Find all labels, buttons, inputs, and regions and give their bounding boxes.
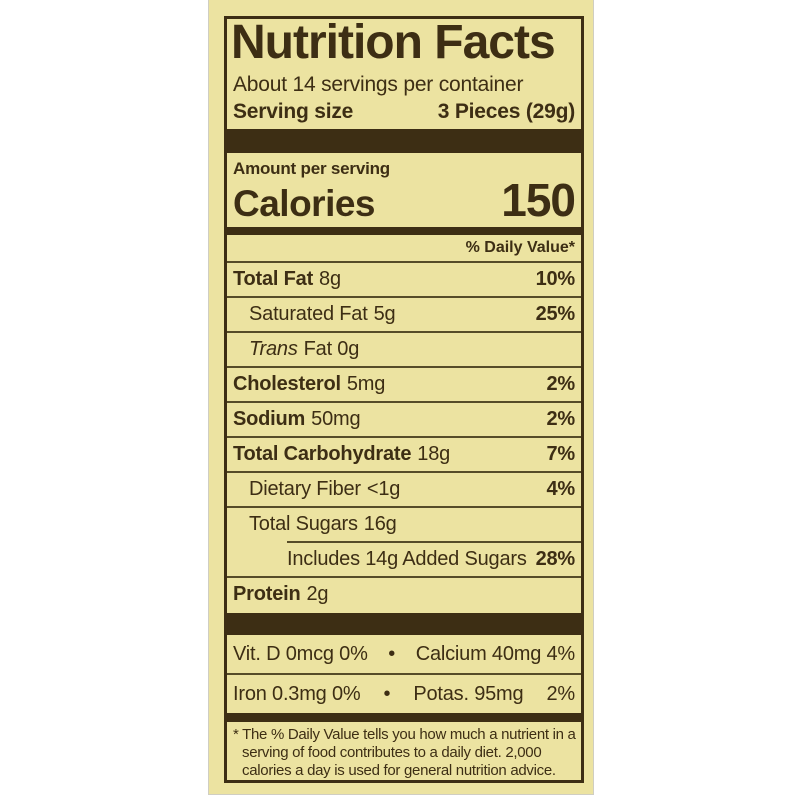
row-divider xyxy=(227,471,581,473)
nutrient-row: Includes 14g Added Sugars 28% xyxy=(227,543,581,576)
nutrient-row: Total Carbohydrate 18g 7% xyxy=(227,438,581,471)
nutrient-name: Total Sugars xyxy=(249,513,358,535)
nutrient-amount: 2g xyxy=(306,583,329,605)
nutrient-row: Dietary Fiber <1g 4% xyxy=(227,473,581,506)
nutrient-name: Trans xyxy=(249,338,298,360)
daily-value-footnote: * The % Daily Value tells you how much a… xyxy=(233,726,576,779)
row-divider xyxy=(227,576,581,578)
nutrient-name-group: Includes 14g Added Sugars xyxy=(287,548,527,571)
micronutrient-row: Vit. D 0mcg 0% • Calcium 40mg 4% xyxy=(227,635,581,673)
nutrient-name-group: Total Fat 8g xyxy=(233,268,341,291)
nutrient-name: Cholesterol xyxy=(233,373,341,395)
amount-per-serving-label: Amount per serving xyxy=(233,159,390,178)
nutrient-name: Total Fat xyxy=(233,268,314,290)
nutrient-amount: 5mg xyxy=(346,373,386,395)
micronutrient-text: Potas. 95mg xyxy=(413,682,524,705)
micronutrient-text: Iron 0.3mg 0% xyxy=(233,682,361,705)
separator-bar-thick xyxy=(227,129,581,153)
nutrient-row: Total Sugars 16g xyxy=(227,508,581,541)
nutrient-name-group: Cholesterol 5mg xyxy=(233,373,385,396)
serving-size-row: Serving size 3 Pieces (29g) xyxy=(227,98,581,125)
nutrient-row: Sodium 50mg 2% xyxy=(227,403,581,436)
nutrient-name-group: Total Sugars 16g xyxy=(249,513,397,536)
micronutrient-row: Iron 0.3mg 0% • Potas. 95mg 2% xyxy=(227,675,581,713)
nutrient-row: Protein 2g xyxy=(227,578,581,611)
daily-value-header: % Daily Value* xyxy=(465,239,575,256)
row-divider xyxy=(227,296,581,298)
label-frame: Nutrition Facts About 14 servings per co… xyxy=(224,16,584,783)
micronutrient-rows: Vit. D 0mcg 0% • Calcium 40mg 4% Iron 0.3mg… xyxy=(227,635,581,713)
row-divider xyxy=(227,673,581,675)
label-title: Nutrition Facts xyxy=(231,16,556,69)
nutrient-daily-value: 4% xyxy=(546,478,575,500)
row-divider xyxy=(227,261,581,263)
nutrient-row: Cholesterol 5mg 2% xyxy=(227,368,581,401)
nutrient-name-group: Dietary Fiber <1g xyxy=(249,478,400,501)
nutrient-name-group: Total Carbohydrate 18g xyxy=(233,443,450,466)
micronutrient-text: Vit. D 0mcg 0% xyxy=(233,642,368,665)
nutrient-name: Saturated Fat xyxy=(249,303,368,325)
nutrient-name-group: Saturated Fat 5g xyxy=(249,303,396,326)
nutrient-daily-value: 10% xyxy=(535,268,576,290)
bullet-separator: • xyxy=(388,642,396,665)
nutrient-name: Includes 14g Added Sugars xyxy=(287,548,527,570)
row-divider xyxy=(227,436,581,438)
nutrient-name: Total Carbohydrate xyxy=(233,443,412,465)
row-divider xyxy=(227,506,581,508)
row-divider xyxy=(287,541,581,543)
nutrient-name-group: Trans Fat 0g xyxy=(249,338,359,361)
nutrient-amount: 18g xyxy=(417,443,451,465)
nutrient-amount: 5g xyxy=(373,303,396,325)
separator-bar-medium xyxy=(227,227,581,235)
nutrient-name: Sodium xyxy=(233,408,306,430)
nutrient-daily-value: 2% xyxy=(546,373,575,395)
calories-label: Calories xyxy=(233,183,376,224)
nutrient-amount: 8g xyxy=(319,268,341,290)
nutrient-name-group: Sodium 50mg xyxy=(233,408,361,431)
bullet-separator: • xyxy=(383,682,391,705)
serving-size-value: 3 Pieces (29g) xyxy=(437,100,575,123)
row-divider xyxy=(227,401,581,403)
nutrient-amount: <1g xyxy=(366,478,401,500)
calories-row: Calories 150 xyxy=(227,174,581,226)
nutrient-amount: 50mg xyxy=(311,408,361,430)
nutrient-rows: Total Fat 8g 10% Saturated Fat 5g 25% Trans Fat… xyxy=(227,261,581,611)
nutrient-daily-value: 2% xyxy=(546,408,575,430)
micronutrient-text: 2% xyxy=(546,682,575,705)
separator-bar-thick-2 xyxy=(227,613,581,635)
nutrient-amount: Fat 0g xyxy=(303,338,360,360)
nutrition-facts-label: Nutrition Facts About 14 servings per co… xyxy=(209,0,593,794)
micronutrient-text: Calcium 40mg 4% xyxy=(415,642,575,665)
row-divider xyxy=(227,366,581,368)
row-divider xyxy=(227,331,581,333)
nutrient-name: Protein xyxy=(233,583,301,605)
nutrient-row: Trans Fat 0g xyxy=(227,333,581,366)
nutrient-row: Saturated Fat 5g 25% xyxy=(227,298,581,331)
separator-bar-medium-2 xyxy=(227,713,581,722)
nutrient-amount: 16g xyxy=(363,513,397,535)
nutrient-daily-value: 25% xyxy=(535,303,576,325)
nutrient-daily-value: 7% xyxy=(546,443,575,465)
nutrient-name-group: Protein 2g xyxy=(233,583,329,606)
servings-per-container: About 14 servings per container xyxy=(233,73,524,96)
nutrient-name: Dietary Fiber xyxy=(249,478,361,500)
calories-value: 150 xyxy=(501,174,576,226)
serving-size-label: Serving size xyxy=(233,100,354,123)
nutrient-row: Total Fat 8g 10% xyxy=(227,263,581,296)
nutrient-daily-value: 28% xyxy=(535,548,576,570)
